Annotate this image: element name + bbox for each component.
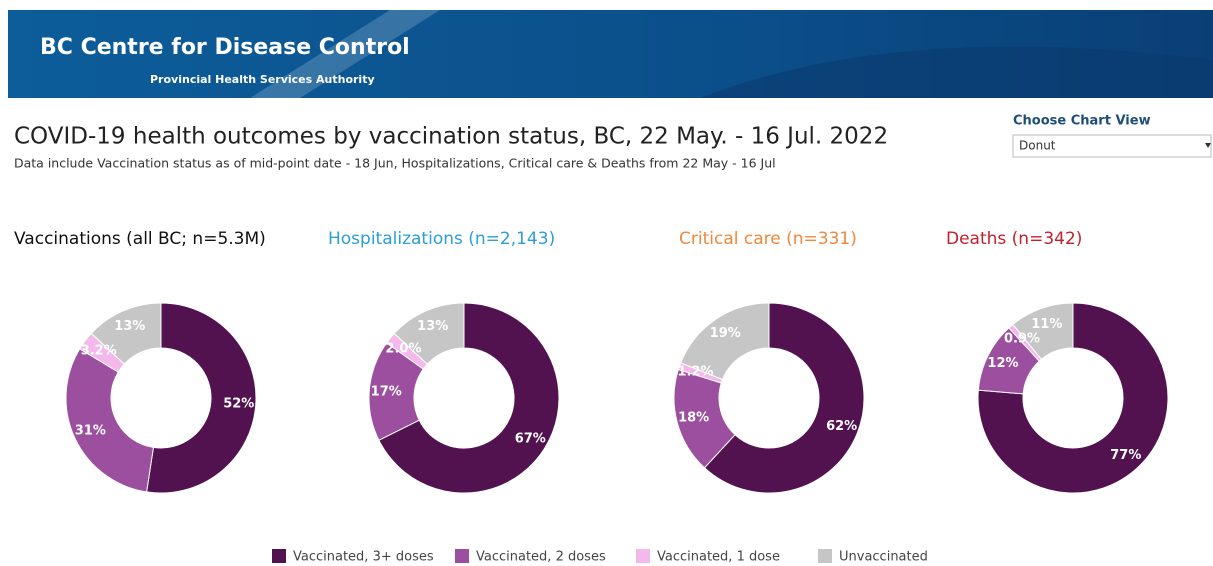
donut-slice: [146, 302, 257, 494]
legend-swatch: [818, 549, 832, 563]
data-label: 1.2%: [677, 364, 713, 379]
chart-view-select[interactable]: [1012, 134, 1212, 158]
legend-swatch: [636, 549, 650, 563]
donut-slice: [703, 302, 865, 494]
data-label: 12%: [987, 356, 1018, 371]
data-label: 62%: [826, 419, 857, 434]
legend-label: Vaccinated, 3+ doses: [293, 550, 434, 565]
page-subtitle: Data include Vaccination status as of mi…: [14, 156, 776, 171]
donut-slice: [90, 302, 162, 365]
legend-swatch: [272, 549, 286, 563]
data-label: 3.2%: [81, 344, 117, 359]
page-title: COVID-19 health outcomes by vaccination …: [14, 124, 888, 150]
chart-title: Deaths (n=342): [946, 229, 1082, 249]
data-label: 18%: [678, 411, 709, 426]
select-value: Donut: [1019, 139, 1056, 153]
data-label: 2.0%: [385, 341, 421, 356]
data-label: 52%: [223, 396, 254, 411]
legend-label: Vaccinated, 1 dose: [657, 550, 780, 565]
data-label: 0.9%: [1004, 332, 1040, 347]
data-label: 11%: [1031, 317, 1062, 332]
chart-title: Vaccinations (all BC; n=5.3M): [14, 229, 266, 249]
donut-slice: [977, 302, 1169, 494]
donut-slice: [378, 302, 560, 494]
banner-swoosh: [250, 10, 440, 98]
org-sub: Provincial Health Services Authority: [150, 73, 375, 86]
data-label: 17%: [371, 384, 402, 399]
legend-label: Vaccinated, 2 doses: [476, 550, 606, 565]
legend-label: Unvaccinated: [839, 550, 928, 565]
data-label: 77%: [1110, 448, 1141, 463]
data-label: 19%: [710, 326, 741, 341]
donut-slice: [65, 348, 154, 493]
data-label: 13%: [417, 319, 448, 334]
banner-shape: [700, 46, 1213, 98]
donut-slice: [680, 302, 770, 381]
org-name: BC Centre for Disease Control: [40, 35, 410, 60]
select-arrow: [1205, 143, 1211, 148]
data-label: 67%: [515, 432, 546, 447]
donut-slice: [1012, 302, 1074, 360]
legend-swatch: [455, 549, 469, 563]
donut-slice: [393, 302, 465, 365]
control-label: Choose Chart View: [1013, 114, 1151, 129]
data-label: 31%: [75, 424, 106, 439]
chart-title: Hospitalizations (n=2,143): [328, 229, 555, 249]
chart-title: Critical care (n=331): [679, 229, 857, 249]
data-label: 13%: [114, 319, 145, 334]
